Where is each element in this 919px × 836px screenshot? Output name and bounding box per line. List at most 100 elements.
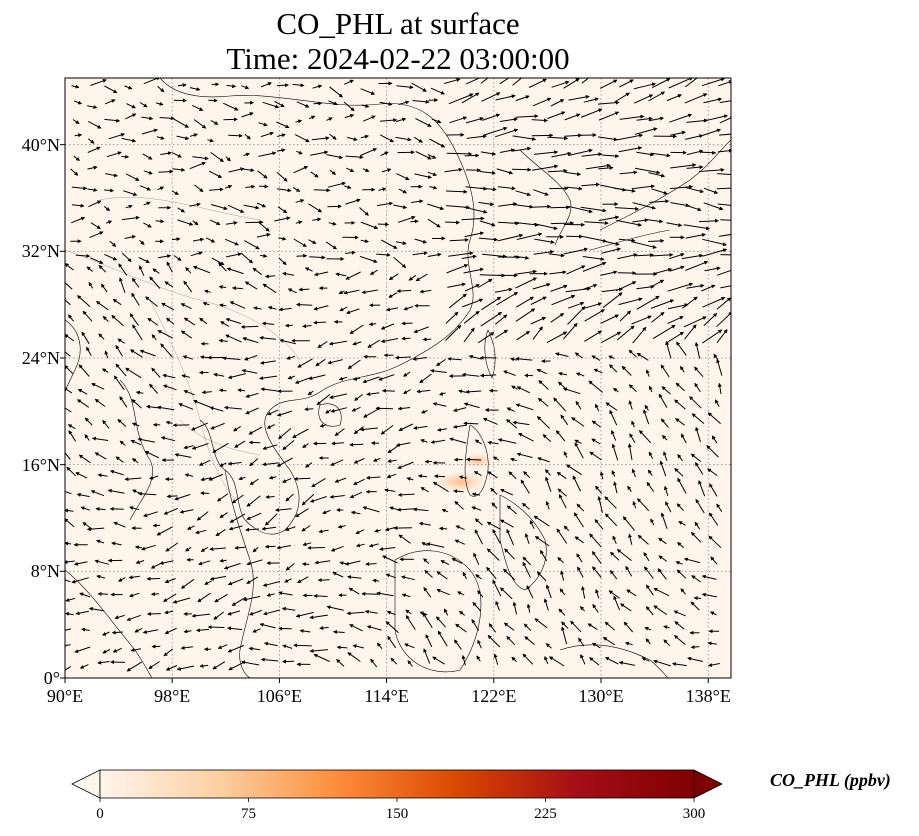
wind-arrow <box>422 337 432 342</box>
wind-arrow <box>87 120 102 129</box>
wind-arrow <box>104 253 118 261</box>
wind-arrow <box>695 498 705 514</box>
wind-arrow <box>648 385 653 393</box>
wind-arrow <box>228 525 243 531</box>
wind-arrow <box>105 173 118 178</box>
wind-arrow <box>267 409 279 416</box>
wind-arrow <box>665 501 672 513</box>
wind-arrow <box>379 118 398 123</box>
wind-arrow <box>119 396 128 408</box>
wind-arrow <box>649 199 670 204</box>
wind-arrow <box>194 184 204 193</box>
wind-arrow <box>366 392 380 397</box>
wind-arrow <box>466 134 487 139</box>
wind-arrow <box>701 284 716 292</box>
wind-arrow <box>147 317 159 326</box>
wind-arrow <box>213 372 225 377</box>
wind-arrow <box>651 311 665 323</box>
wind-arrow <box>287 288 297 294</box>
wind-arrow <box>139 185 152 191</box>
wind-arrow <box>445 324 462 341</box>
wind-arrow <box>244 281 258 290</box>
wind-arrow <box>563 322 578 340</box>
colorbar-tick-label: 0 <box>96 806 104 822</box>
wind-arrow <box>329 393 348 399</box>
wind-arrow <box>597 495 603 514</box>
wind-arrow <box>200 355 209 360</box>
wind-arrow <box>461 372 480 377</box>
wind-arrow <box>720 254 731 256</box>
wind-arrow <box>711 435 718 444</box>
wind-arrow <box>65 351 71 357</box>
wind-arrow <box>232 286 243 291</box>
wind-arrow <box>558 494 567 509</box>
wind-arrow <box>284 323 293 328</box>
wind-arrow <box>74 133 83 138</box>
wind-arrow <box>124 85 133 90</box>
wind-arrow <box>551 294 576 306</box>
wind-arrow <box>702 296 726 308</box>
wind-arrow <box>307 545 326 550</box>
wind-arrow <box>207 138 214 143</box>
wind-arrow <box>396 173 410 181</box>
wind-arrow <box>627 485 632 492</box>
wind-arrow <box>548 253 565 258</box>
wind-arrow <box>347 359 361 369</box>
wind-arrow <box>560 414 569 426</box>
wind-arrow <box>209 406 224 412</box>
wind-arrow <box>604 513 618 527</box>
wind-arrow <box>228 167 245 173</box>
wind-arrow <box>102 315 109 322</box>
wind-arrow <box>461 216 485 221</box>
wind-arrow <box>208 187 224 192</box>
wind-arrow <box>534 238 555 244</box>
wind-arrow <box>287 375 295 380</box>
wind-arrow <box>615 281 637 292</box>
wind-arrow <box>667 303 689 310</box>
wind-arrow <box>118 263 128 276</box>
wind-arrow <box>598 215 620 222</box>
wind-arrow <box>512 203 534 209</box>
wind-arrow <box>393 204 408 210</box>
wind-arrow <box>497 221 520 226</box>
wind-arrow <box>496 292 519 306</box>
wind-arrow <box>524 533 530 545</box>
wind-arrow <box>529 519 535 529</box>
wind-arrow <box>558 371 568 376</box>
wind-arrow <box>698 218 719 223</box>
wind-arrow <box>717 148 731 153</box>
wind-arrow <box>292 83 305 88</box>
wind-arrow <box>267 306 277 310</box>
wind-arrow <box>111 314 124 327</box>
wind-arrow <box>438 391 446 396</box>
wind-arrow <box>651 78 671 89</box>
wind-arrow <box>152 268 160 274</box>
wind-arrow <box>87 187 98 192</box>
wind-arrow <box>584 330 603 342</box>
wind-arrow <box>353 458 365 464</box>
wind-arrow <box>123 190 138 197</box>
wind-arrow <box>292 187 301 192</box>
wind-arrow <box>325 409 332 414</box>
wind-arrow <box>225 334 242 343</box>
wind-arrow <box>651 267 673 275</box>
wind-arrow <box>109 469 124 476</box>
wind-arrow <box>717 382 722 394</box>
wind-arrow <box>318 529 329 534</box>
wind-arrow <box>567 306 586 325</box>
wind-arrow <box>629 433 636 443</box>
x-tick-label: 98°E <box>154 686 191 706</box>
wind-arrow <box>414 238 428 244</box>
wind-arrow <box>112 298 122 306</box>
wind-arrow <box>685 233 706 239</box>
wind-arrow <box>702 248 728 257</box>
wind-arrow <box>151 334 157 341</box>
wind-arrow <box>585 163 611 170</box>
wind-arrow <box>419 289 432 294</box>
wind-arrow <box>686 283 705 289</box>
wind-arrow <box>165 420 173 425</box>
wind-arrow <box>192 156 209 161</box>
wind-arrow <box>411 199 424 204</box>
wind-arrow <box>670 130 686 136</box>
wind-arrow <box>68 430 77 442</box>
